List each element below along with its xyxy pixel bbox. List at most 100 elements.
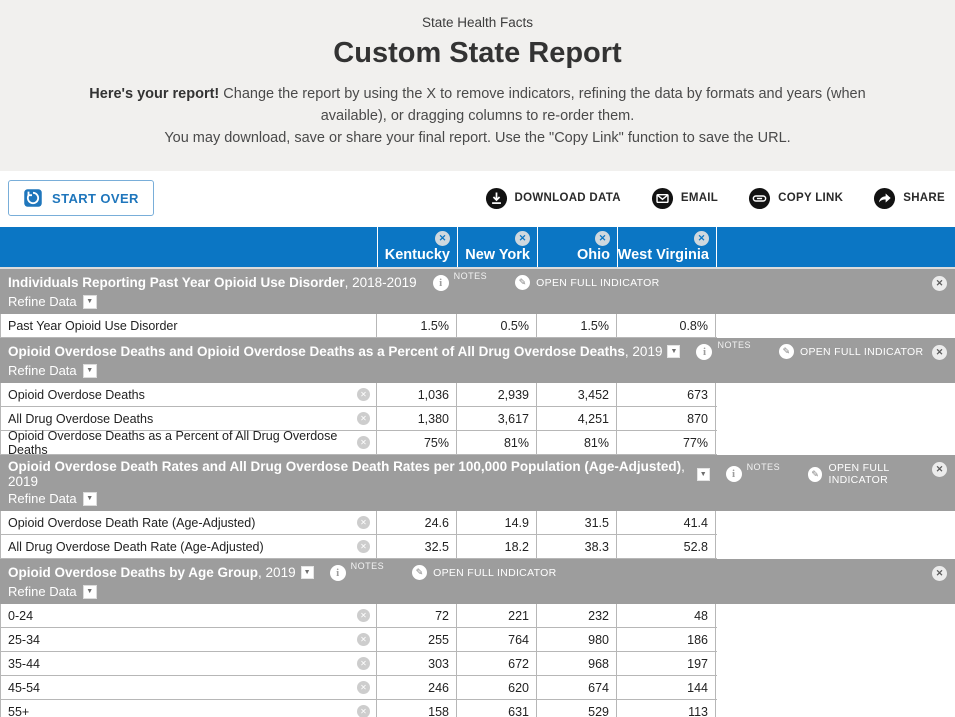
- value-cell: 221: [457, 604, 537, 628]
- value-cell: 1.5%: [537, 314, 617, 338]
- indicator-title: Opioid Overdose Death Rates and All Drug…: [8, 459, 692, 489]
- open-full-indicator-link[interactable]: ✎ OPEN FULL INDICATOR: [808, 462, 947, 486]
- notes-link[interactable]: i NOTES: [329, 561, 385, 581]
- email-label: EMAIL: [680, 192, 719, 205]
- value-cell: 14.9: [457, 511, 537, 535]
- remove-state-icon[interactable]: ✕: [694, 231, 709, 247]
- link-icon: [748, 187, 771, 210]
- row-label: 35-44: [8, 656, 40, 671]
- year-dropdown[interactable]: ▼: [696, 467, 710, 481]
- value-cell: 75%: [377, 431, 457, 455]
- section-rows: Opioid Overdose Deaths ✕ 1,036 2,939 3,452…: [0, 383, 955, 457]
- year-dropdown[interactable]: ▼: [300, 566, 314, 580]
- intro-text-line2: You may download, save or share your fin…: [164, 129, 791, 146]
- refine-data-dropdown[interactable]: ▼: [82, 363, 97, 378]
- row-label-cell: 45-54 ✕: [0, 676, 377, 700]
- remove-state-icon[interactable]: ✕: [435, 231, 450, 247]
- remove-row-icon[interactable]: ✕: [357, 609, 370, 623]
- remove-row-icon[interactable]: ✕: [357, 657, 370, 671]
- remove-row-icon[interactable]: ✕: [357, 516, 370, 530]
- indicator-title-text: Individuals Reporting Past Year Opioid U…: [8, 275, 345, 291]
- table-row: 55+ ✕ 158 631 529 113: [0, 700, 717, 717]
- state-column-header[interactable]: ✕ West Virginia: [617, 227, 716, 268]
- state-column-header[interactable]: ✕ Ohio: [537, 227, 617, 268]
- notes-link[interactable]: i NOTES: [725, 462, 781, 483]
- value-cell: 1,380: [377, 407, 457, 431]
- open-full-indicator-link[interactable]: ✎ OPEN FULL INDICATOR: [778, 344, 924, 360]
- share-button[interactable]: SHARE: [873, 187, 945, 210]
- remove-row-icon[interactable]: ✕: [357, 633, 370, 647]
- value-cell: 968: [537, 652, 617, 676]
- start-over-button[interactable]: START OVER: [8, 180, 154, 217]
- indicator-title: Opioid Overdose Deaths by Age Group, 201…: [8, 565, 296, 580]
- refine-data-label: Refine Data: [8, 584, 77, 600]
- notes-link[interactable]: i NOTES: [696, 340, 751, 360]
- row-label: Opioid Overdose Death Rate (Age-Adjusted…: [8, 515, 256, 530]
- refine-data-label: Refine Data: [8, 294, 77, 310]
- open-indicator-icon: ✎: [778, 344, 794, 360]
- refine-data-dropdown[interactable]: ▼: [82, 491, 97, 506]
- copy-link-button[interactable]: COPY LINK: [748, 187, 843, 210]
- intro-text: Here's your report! Change the report by…: [55, 84, 900, 128]
- value-cell: 24.6: [377, 511, 457, 535]
- state-column-header[interactable]: ✕ New York: [457, 227, 537, 268]
- share-icon: [873, 187, 896, 210]
- value-cell: 246: [377, 676, 457, 700]
- row-label: All Drug Overdose Death Rate (Age-Adjust…: [8, 539, 264, 554]
- indicator-period: , 2019: [258, 565, 296, 581]
- notes-link[interactable]: i NOTES: [432, 271, 488, 291]
- refine-data-dropdown[interactable]: ▼: [82, 294, 97, 309]
- year-dropdown[interactable]: ▼: [667, 345, 681, 359]
- table-row: 35-44 ✕ 303 672 968 197: [0, 652, 717, 677]
- value-cell: 672: [457, 652, 537, 676]
- section-rows: Past Year Opioid Use Disorder 1.5% 0.5% 1.…: [0, 314, 955, 339]
- header-spacer: [0, 227, 377, 267]
- value-cell: 38.3: [537, 535, 617, 559]
- refine-data-dropdown[interactable]: ▼: [82, 584, 97, 599]
- remove-indicator-icon[interactable]: ✕: [932, 462, 947, 478]
- remove-row-icon[interactable]: ✕: [357, 388, 370, 402]
- remove-state-icon[interactable]: ✕: [595, 231, 610, 247]
- email-button[interactable]: EMAIL: [651, 187, 718, 210]
- open-full-indicator-link[interactable]: ✎ OPEN FULL INDICATOR: [412, 565, 556, 581]
- value-cell: 197: [617, 652, 716, 676]
- state-column-header[interactable]: ✕ Kentucky: [377, 227, 457, 268]
- remove-indicator-icon[interactable]: ✕: [932, 566, 947, 582]
- value-cell: 303: [377, 652, 457, 676]
- value-cell: 232: [537, 604, 617, 628]
- download-data-button[interactable]: DOWNLOAD DATA: [485, 187, 621, 210]
- value-cell: 674: [537, 676, 617, 700]
- remove-row-icon[interactable]: ✕: [357, 681, 370, 695]
- restart-icon: [23, 188, 43, 208]
- row-label-cell: Opioid Overdose Deaths ✕: [0, 383, 377, 407]
- remove-indicator-icon[interactable]: ✕: [932, 345, 947, 361]
- page-title: Custom State Report: [333, 37, 622, 69]
- remove-row-icon[interactable]: ✕: [357, 540, 370, 554]
- remove-row-icon[interactable]: ✕: [357, 436, 370, 450]
- indicator-section-header: Individuals Reporting Past Year Opioid U…: [0, 269, 955, 315]
- indicator-title-text: Opioid Overdose Deaths by Age Group: [8, 565, 259, 581]
- remove-row-icon[interactable]: ✕: [357, 705, 370, 717]
- remove-indicator-icon[interactable]: ✕: [932, 276, 947, 292]
- row-label: 25-34: [8, 632, 40, 647]
- value-cell: 529: [537, 700, 617, 717]
- indicator-title-text: Opioid Overdose Death Rates and All Drug…: [8, 459, 682, 475]
- indicator-title: Opioid Overdose Deaths and Opioid Overdo…: [8, 344, 662, 359]
- info-icon: i: [696, 343, 713, 360]
- value-cell: 41.4: [617, 511, 716, 535]
- remove-row-icon[interactable]: ✕: [357, 412, 370, 426]
- table-row: Past Year Opioid Use Disorder 1.5% 0.5% 1.…: [0, 314, 717, 339]
- chevron-down-icon: ▼: [86, 495, 94, 503]
- remove-state-icon[interactable]: ✕: [515, 231, 530, 247]
- value-cell: 764: [457, 628, 537, 652]
- open-indicator-icon: ✎: [515, 275, 531, 291]
- table-row: Opioid Overdose Deaths ✕ 1,036 2,939 3,452…: [0, 383, 717, 408]
- row-label: 45-54: [8, 680, 40, 695]
- value-cell: 72: [377, 604, 457, 628]
- value-cell: 3,452: [537, 383, 617, 407]
- row-label-cell: Opioid Overdose Deaths as a Percent of A…: [0, 429, 377, 457]
- row-label: Opioid Overdose Deaths: [8, 387, 145, 402]
- open-full-indicator-link[interactable]: ✎ OPEN FULL INDICATOR: [515, 275, 659, 291]
- value-cell: 631: [457, 700, 537, 717]
- open-full-indicator-label: OPEN FULL INDICATOR: [799, 345, 924, 358]
